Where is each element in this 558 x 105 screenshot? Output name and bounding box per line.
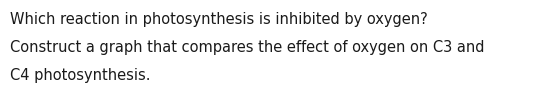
Text: Which reaction in photosynthesis is inhibited by oxygen?: Which reaction in photosynthesis is inhi… — [10, 12, 428, 27]
Text: Construct a graph that compares the effect of oxygen on C3 and: Construct a graph that compares the effe… — [10, 40, 484, 55]
Text: C4 photosynthesis.: C4 photosynthesis. — [10, 68, 151, 83]
